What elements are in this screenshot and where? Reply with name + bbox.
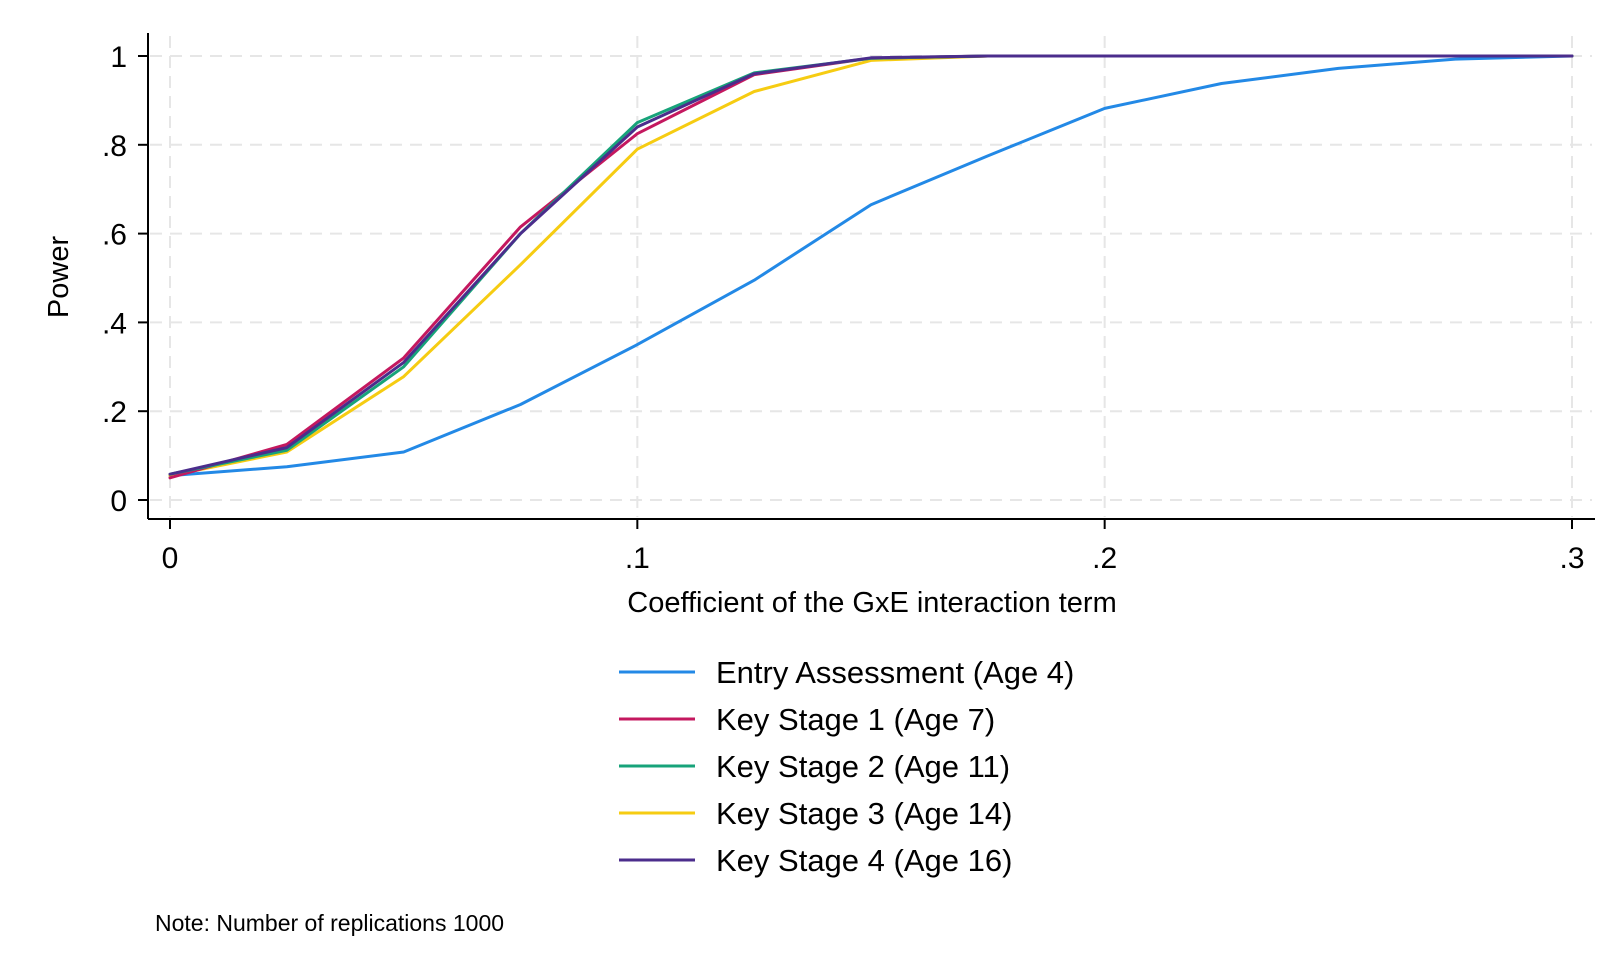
x-tick-label: .1	[625, 542, 650, 575]
series-line-5	[168, 54, 1574, 476]
series-lines	[168, 54, 1574, 480]
legend-label-4: Key Stage 3 (Age 14)	[716, 796, 1012, 831]
legend: Entry Assessment (Age 4) Key Stage 1 (Age…	[619, 655, 1074, 878]
x-tick-label: .2	[1092, 542, 1117, 575]
gridlines	[150, 36, 1592, 517]
y-tick-label: 0	[110, 485, 127, 518]
y-tick-label: .6	[102, 219, 127, 252]
series-line-4	[168, 54, 1574, 478]
legend-label-1: Entry Assessment (Age 4)	[716, 655, 1074, 690]
series-line-1	[168, 54, 1574, 478]
axes	[147, 33, 1595, 520]
y-tick-label: 1	[110, 41, 127, 74]
x-tick-label: 0	[162, 542, 179, 575]
legend-label-2: Key Stage 1 (Age 7)	[716, 702, 995, 737]
axis-ticks: 0 .2 .4 .6 .8 1 0 .1 .2 .3	[102, 41, 1585, 575]
y-tick-label: .4	[102, 307, 127, 340]
legend-label-5: Key Stage 4 (Age 16)	[716, 843, 1012, 878]
legend-label-3: Key Stage 2 (Age 11)	[716, 749, 1010, 784]
y-tick-label: .8	[102, 130, 127, 163]
chart-note: Note: Number of replications 1000	[155, 910, 504, 936]
x-axis-title: Coefficient of the GxE interaction term	[627, 587, 1116, 619]
y-axis-title: Power	[43, 236, 75, 319]
series-line-2	[168, 54, 1574, 480]
y-tick-label: .2	[102, 396, 127, 429]
x-tick-label: .3	[1559, 542, 1584, 575]
